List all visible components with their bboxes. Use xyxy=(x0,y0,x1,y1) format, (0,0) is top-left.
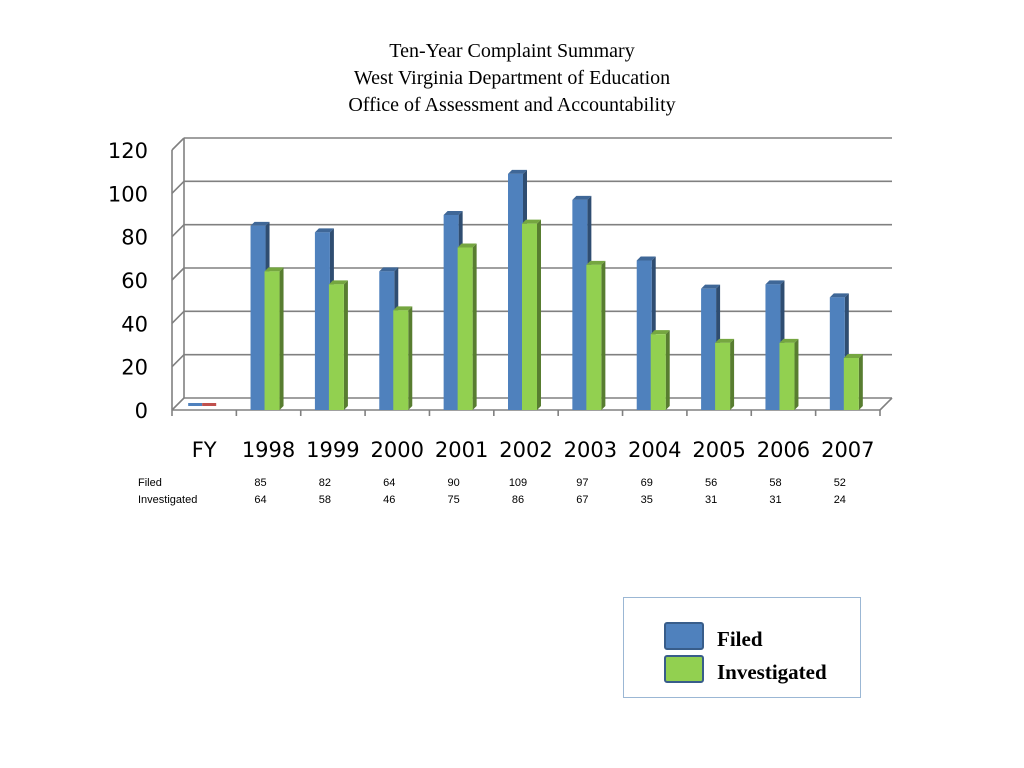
table-cell: 64 xyxy=(254,494,267,506)
x-tick-label: 2006 xyxy=(757,438,810,462)
legend: Filed Investigated xyxy=(623,597,861,698)
x-tick-label: 1998 xyxy=(242,438,295,462)
x-tick-label: 2003 xyxy=(564,438,617,462)
bar-filed xyxy=(188,403,203,406)
y-tick-label: 80 xyxy=(121,226,148,250)
x-tick-label: 2002 xyxy=(499,438,552,462)
table-cell: 58 xyxy=(318,494,332,506)
title-line-1: Ten-Year Complaint Summary xyxy=(389,40,635,62)
table-cell: 56 xyxy=(704,477,718,489)
legend-label-filed: Filed xyxy=(717,627,763,651)
floor-edge xyxy=(879,397,893,411)
table-cell: 58 xyxy=(769,477,782,489)
table-cell: 82 xyxy=(318,477,332,489)
bar-investigated xyxy=(843,354,863,410)
y-tick-label: 100 xyxy=(108,182,148,206)
gridline-side xyxy=(171,180,185,194)
bar-investigated xyxy=(457,243,477,410)
chart-title: Ten-Year Complaint Summary West Virginia… xyxy=(0,38,1024,119)
bar-investigated xyxy=(202,403,217,406)
table-row-label: Filed xyxy=(138,477,162,489)
table-row-label: Investigated xyxy=(138,494,198,506)
x-tick-label: 2001 xyxy=(435,438,488,462)
table-cell: 90 xyxy=(447,477,460,489)
legend-label-investigated: Investigated xyxy=(717,660,827,684)
table-cell: 67 xyxy=(576,494,589,506)
table-cell: 75 xyxy=(447,494,460,506)
title-line-3: Office of Assessment and Accountability xyxy=(348,94,676,116)
bar-investigated xyxy=(328,280,348,410)
table-cell: 35 xyxy=(640,494,653,506)
table-cell: 24 xyxy=(833,494,846,506)
gridline-side xyxy=(171,397,185,411)
x-tick-label: 2007 xyxy=(821,438,874,462)
table-cell: 31 xyxy=(769,494,782,506)
table-cell: 31 xyxy=(704,494,718,506)
table-cell: 109 xyxy=(508,477,528,489)
table-row-investigated: Investigated 64 58 46 75 86 67 35 31 31 24 xyxy=(138,494,898,511)
x-tick-label: 1999 xyxy=(306,438,359,462)
gridline-side xyxy=(171,224,185,238)
bar-investigated xyxy=(393,306,413,410)
bar-investigated xyxy=(650,330,670,410)
x-tick-label: 2004 xyxy=(628,438,681,462)
bar-investigated xyxy=(522,219,541,410)
table-cell: 97 xyxy=(576,477,589,489)
y-tick-label: 20 xyxy=(121,356,148,380)
bar-investigated xyxy=(779,338,799,410)
table-cell: 85 xyxy=(254,477,267,489)
gridline-side xyxy=(171,267,185,281)
bar-chart: 0 20 40 60 80 100 120 FY 1998 1999 2000 2001 2002 200… xyxy=(108,137,893,462)
x-tick-label: 2005 xyxy=(692,438,745,462)
table-row-filed: Filed 85 82 64 90 109 97 69 56 58 52 xyxy=(138,477,898,494)
table-cell: 46 xyxy=(383,494,396,506)
y-tick-label: 120 xyxy=(108,139,148,163)
legend-swatch-investigated xyxy=(664,655,704,683)
data-table: Filed 85 82 64 90 109 97 69 56 58 52 Investigated… xyxy=(138,477,898,511)
bar-investigated xyxy=(715,338,735,410)
bar-investigated xyxy=(264,267,284,410)
title-line-2: West Virginia Department of Education xyxy=(353,67,671,89)
table-cell: 52 xyxy=(833,477,846,489)
table-cell: 69 xyxy=(640,477,653,489)
x-tick-label: FY xyxy=(192,438,217,462)
gridline-side xyxy=(171,354,185,368)
gridline-side xyxy=(171,137,185,151)
x-tick-label: 2000 xyxy=(371,438,424,462)
table-cell: 64 xyxy=(383,477,396,489)
y-tick-label: 60 xyxy=(121,269,148,293)
bar-investigated xyxy=(586,260,606,410)
table-cell: 86 xyxy=(511,494,525,506)
gridline-side xyxy=(171,310,185,324)
y-tick-label: 0 xyxy=(135,399,148,423)
y-tick-label: 40 xyxy=(121,312,148,336)
legend-swatch-filed xyxy=(664,622,704,650)
